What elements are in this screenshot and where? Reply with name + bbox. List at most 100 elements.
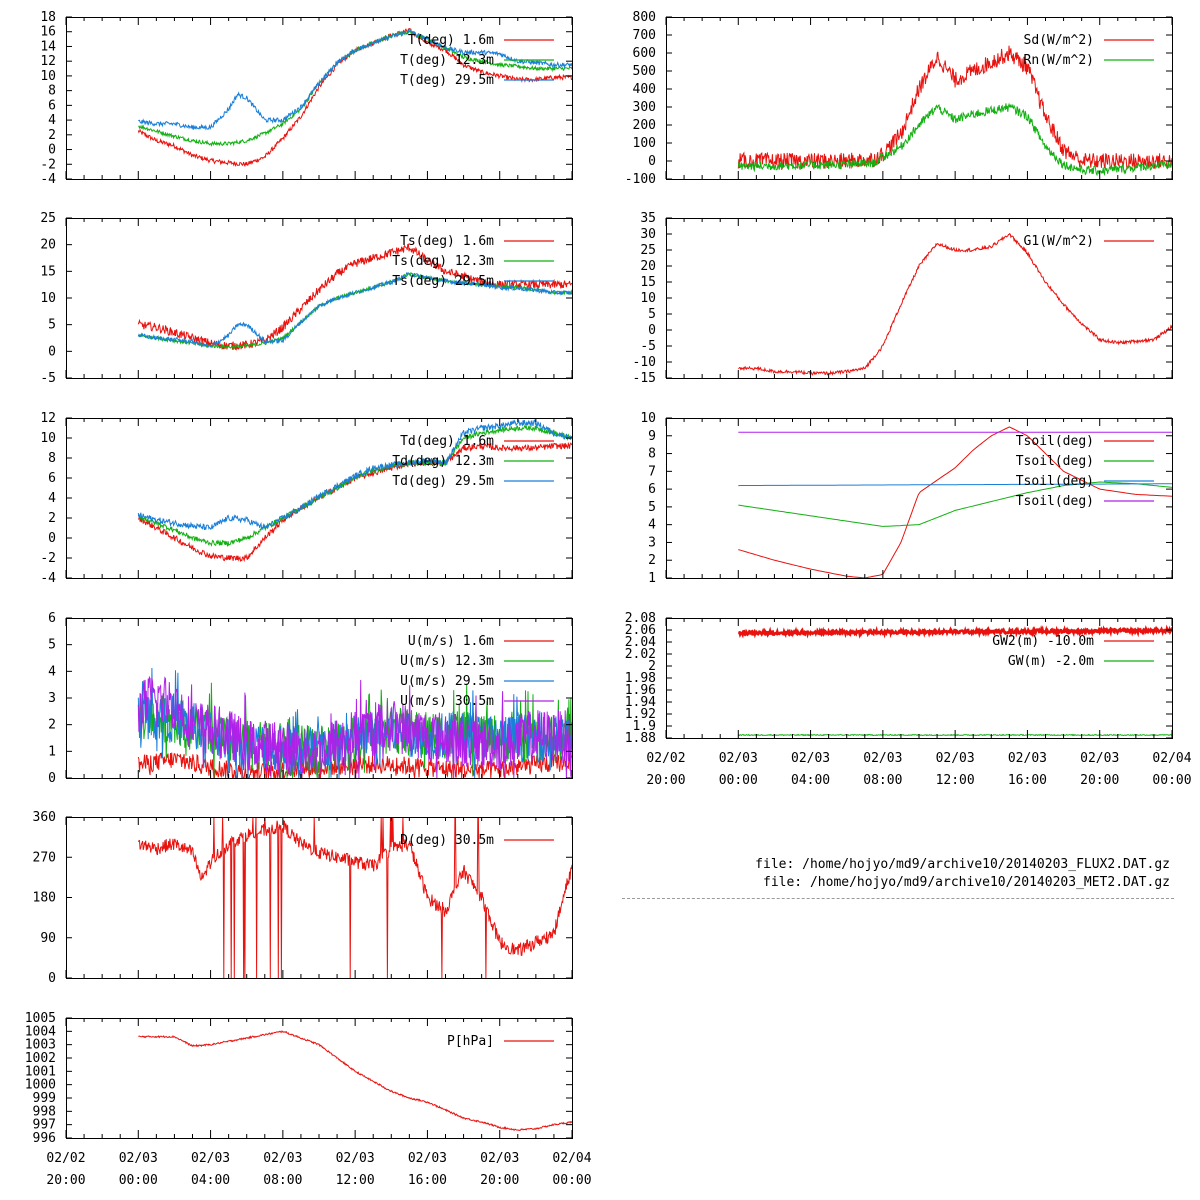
y-tick-label: 1.94 <box>625 695 656 710</box>
x-tick-label-date: 02/03 <box>936 751 975 766</box>
y-tick-label: 4 <box>48 664 56 679</box>
y-tick-label: 5 <box>648 307 656 322</box>
x-tick-label-time: 00:00 <box>552 1173 591 1188</box>
y-tick-label: -4 <box>40 172 56 187</box>
y-tick-label: 1.92 <box>625 707 656 722</box>
y-tick-label: 8 <box>648 447 656 462</box>
y-tick-label: 9 <box>648 429 656 444</box>
series-line-wind-3 <box>137 675 572 778</box>
y-tick-label: 10 <box>40 291 56 306</box>
y-tick-label: 1 <box>48 744 56 759</box>
y-tick-label: 1002 <box>25 1051 56 1066</box>
plot-frame <box>666 218 1173 379</box>
y-tick-label: 1.9 <box>633 719 656 734</box>
y-tick-label: 20 <box>40 238 56 253</box>
chart-panel-dir: 0 90 180 270 360 D(deg) 30.5m <box>33 810 573 986</box>
legend-label: GW(m) -2.0m <box>1008 654 1094 669</box>
legend-label: Ts(deg) 1.6m <box>400 234 494 249</box>
y-tick-label: 0 <box>648 154 656 169</box>
y-tick-label: 18 <box>40 10 56 25</box>
y-tick-label: 0 <box>48 531 56 546</box>
x-tick-label-date: 02/03 <box>263 1151 302 1166</box>
y-tick-label: 7 <box>648 464 656 479</box>
x-tick-label-time: 20:00 <box>480 1173 519 1188</box>
legend-label: Tsoil(deg) <box>1016 454 1094 469</box>
series-line-rad-1 <box>737 102 1172 177</box>
legend-label: T(deg) 1.6m <box>408 33 494 48</box>
y-tick-label: 2.06 <box>625 623 656 638</box>
legend-label: U(m/s) 1.6m <box>408 634 494 649</box>
y-tick-label: 15 <box>640 275 656 290</box>
y-tick-label: 25 <box>40 211 56 226</box>
y-tick-label: 600 <box>633 46 656 61</box>
x-tick-label-time: 08:00 <box>263 1173 302 1188</box>
y-tick-label: 2 <box>48 718 56 733</box>
x-tick-label-time: 12:00 <box>936 773 975 788</box>
chart-panel-tsurf: -5 0 5 10 15 20 25 Ts(deg) 1.6m Ts(deg) 12.3m Ts(… <box>40 211 573 386</box>
y-tick-label: 6 <box>48 471 56 486</box>
y-tick-label: 12 <box>40 411 56 426</box>
x-tick-label-date: 02/02 <box>646 751 685 766</box>
separator-line <box>622 898 1174 899</box>
x-tick-label-date: 02/03 <box>863 751 902 766</box>
series-line-gw-0 <box>737 624 1172 639</box>
chart-panel-tsoil: 1 2 3 4 5 6 7 8 9 10 Tsoil(deg) Tsoil(deg) Tsoil(deg… <box>640 411 1173 586</box>
y-tick-label: -4 <box>40 571 56 586</box>
y-tick-label: 1003 <box>25 1038 56 1053</box>
x-tick-label-date: 02/03 <box>480 1151 519 1166</box>
x-tick-label-time: 00:00 <box>719 773 758 788</box>
x-tick-label-time: 00:00 <box>1152 773 1191 788</box>
y-tick-label: 15 <box>40 264 56 279</box>
legend-label: U(m/s) 30.5m <box>400 694 494 709</box>
y-tick-label: 10 <box>40 431 56 446</box>
x-tick-label-date: 02/03 <box>1008 751 1047 766</box>
y-tick-label: 999 <box>33 1091 56 1106</box>
legend-label: U(m/s) 29.5m <box>400 674 494 689</box>
y-tick-label: 100 <box>633 136 656 151</box>
y-tick-label: 4 <box>648 518 656 533</box>
y-tick-label: 200 <box>633 118 656 133</box>
y-tick-label: 1 <box>648 571 656 586</box>
x-tick-label-time: 16:00 <box>1008 773 1047 788</box>
y-tick-label: 1.88 <box>625 731 656 746</box>
x-tick-label-date: 02/04 <box>552 1151 591 1166</box>
y-tick-label: -15 <box>633 371 656 386</box>
series-line-tsoil-1 <box>738 481 1172 527</box>
x-tick-label-date: 02/03 <box>191 1151 230 1166</box>
y-tick-label: 6 <box>48 98 56 113</box>
y-tick-label: 1001 <box>25 1064 56 1079</box>
y-tick-label: 3 <box>48 691 56 706</box>
legend-label: U(m/s) 12.3m <box>400 654 494 669</box>
y-tick-label: -10 <box>633 355 656 370</box>
y-tick-label: 0 <box>48 771 56 786</box>
series-line-g1-0 <box>738 232 1172 376</box>
x-tick-label-date: 02/03 <box>119 1151 158 1166</box>
y-tick-label: 700 <box>633 28 656 43</box>
x-tick-label-time: 04:00 <box>191 1173 230 1188</box>
chart-panel-dew: -4 -2 0 2 4 6 8 10 12 Td(deg) 1.6m Td(deg) 12.3m Td… <box>40 411 573 586</box>
legend-label: Sd(W/m^2) <box>1024 33 1094 48</box>
y-tick-label: 180 <box>33 891 56 906</box>
y-tick-label: 16 <box>40 25 56 40</box>
y-tick-label: 1.96 <box>625 683 656 698</box>
series-line-rad-0 <box>737 45 1172 170</box>
y-tick-label: 1004 <box>25 1024 56 1039</box>
x-tick-label-time: 16:00 <box>408 1173 447 1188</box>
y-tick-label: 2 <box>648 553 656 568</box>
x-tick-label-time: 00:00 <box>119 1173 158 1188</box>
y-tick-label: 0 <box>48 344 56 359</box>
y-tick-label: 0 <box>48 971 56 986</box>
plot-frame <box>666 418 1173 579</box>
y-tick-label: 2 <box>48 511 56 526</box>
y-tick-label: 0 <box>648 323 656 338</box>
y-tick-label: 4 <box>48 113 56 128</box>
y-tick-label: 35 <box>640 211 656 226</box>
y-tick-label: -2 <box>40 157 56 172</box>
y-tick-label: 14 <box>40 39 56 54</box>
legend-label: Td(deg) 29.5m <box>392 474 494 489</box>
y-tick-label: 6 <box>48 611 56 626</box>
series-line-tsurf-0 <box>137 243 572 351</box>
